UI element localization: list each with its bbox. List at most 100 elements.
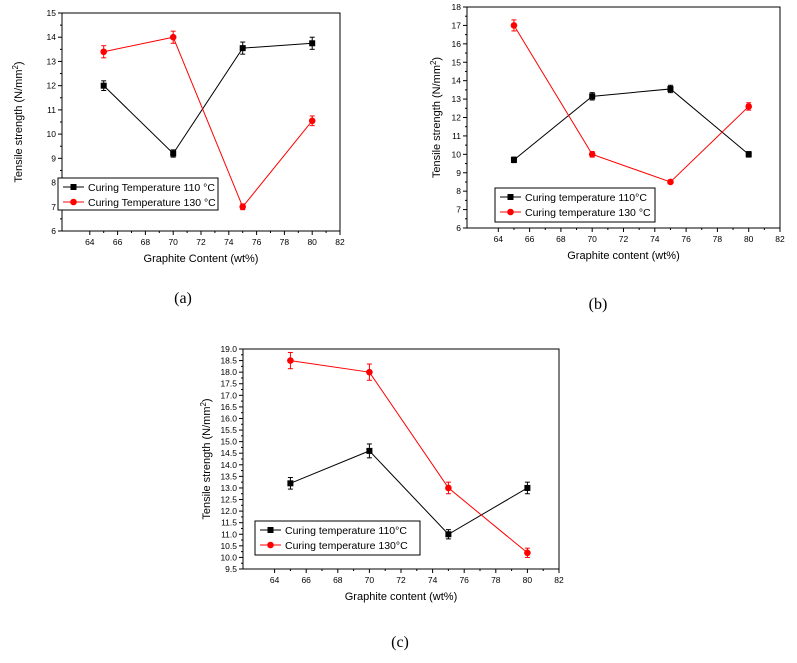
y-tick-label: 10 xyxy=(47,129,57,139)
data-point-square xyxy=(445,531,452,538)
data-point-circle xyxy=(667,178,674,186)
legend-marker-square xyxy=(267,527,274,533)
y-tick-label: 14 xyxy=(47,32,57,42)
y-axis-label-sup: 2 xyxy=(429,60,438,65)
data-point-circle xyxy=(239,203,246,211)
series-line-1 xyxy=(513,25,750,183)
data-point-circle xyxy=(588,151,596,158)
data-point-circle xyxy=(287,357,294,364)
y-tick-label: 14.5 xyxy=(220,448,237,458)
legend-label: Curing temperature 130 °C xyxy=(525,207,651,219)
data-point-circle xyxy=(510,22,518,29)
figure-caption: (a) xyxy=(174,290,192,307)
y-axis-label: Tensile strength (N/mm2) xyxy=(11,61,26,182)
y-tick-label: 13 xyxy=(47,56,57,66)
y-tick-label: 8 xyxy=(456,186,461,196)
x-tick-label: 82 xyxy=(554,575,564,585)
x-tick-label: 64 xyxy=(85,237,95,247)
y-tick-label: 17 xyxy=(452,20,462,30)
data-point-circle xyxy=(169,33,177,41)
y-tick-label: 11.5 xyxy=(221,518,237,528)
x-tick-label: 74 xyxy=(650,234,660,244)
y-tick-label: 13.5 xyxy=(220,471,237,481)
data-point-square xyxy=(287,480,294,487)
y-tick-label: 10.0 xyxy=(220,552,237,562)
figure-caption: (c) xyxy=(391,634,409,651)
x-tick-label: 68 xyxy=(333,575,343,585)
y-tick-label: 11 xyxy=(47,105,56,115)
y-tick-label: 13.0 xyxy=(220,483,237,493)
data-point-square xyxy=(100,82,107,89)
x-tick-label: 80 xyxy=(744,234,754,244)
legend-marker-circle xyxy=(70,198,77,206)
x-axis-label: Graphite Content (wt%) xyxy=(144,253,259,265)
x-tick-label: 74 xyxy=(224,237,234,247)
y-tick-label: 11.0 xyxy=(221,529,237,539)
series-line-1 xyxy=(290,360,528,554)
y-tick-label: 12 xyxy=(452,113,462,123)
x-tick-label: 66 xyxy=(525,234,535,244)
y-axis-label-end: ) xyxy=(201,398,213,402)
y-tick-label: 9.5 xyxy=(225,564,237,574)
legend-marker-circle xyxy=(267,541,274,549)
y-axis-label: Tensile strength (N/mm2) xyxy=(429,57,444,178)
legend-box xyxy=(254,520,421,556)
series-line-0 xyxy=(513,88,750,161)
legend-box xyxy=(57,177,219,211)
x-tick-label: 76 xyxy=(681,234,691,244)
y-tick-label: 16 xyxy=(452,39,462,49)
y-tick-label: 17.0 xyxy=(220,390,237,400)
data-point-circle xyxy=(524,549,531,557)
y-tick-label: 19.0 xyxy=(220,344,237,354)
legend-marker-square xyxy=(70,184,77,190)
series-line-0 xyxy=(290,450,528,535)
x-tick-label: 80 xyxy=(307,237,317,247)
data-point-square xyxy=(745,151,752,158)
x-tick-label: 78 xyxy=(280,237,290,247)
x-tick-label: 76 xyxy=(252,237,262,247)
data-point-circle xyxy=(308,117,316,125)
data-point-square xyxy=(589,93,596,100)
x-tick-label: 80 xyxy=(523,575,533,585)
legend-marker-square xyxy=(507,194,514,200)
x-tick-label: 82 xyxy=(335,237,345,247)
x-tick-label: 76 xyxy=(459,575,469,585)
y-tick-label: 6 xyxy=(51,226,56,236)
y-tick-label: 16.0 xyxy=(220,413,237,423)
y-tick-label: 13 xyxy=(452,94,462,104)
x-axis-label: Graphite content (wt%) xyxy=(567,250,680,262)
y-tick-label: 12 xyxy=(47,81,57,91)
y-tick-label: 10.5 xyxy=(220,541,237,551)
y-tick-label: 7 xyxy=(456,205,461,215)
y-tick-label: 18 xyxy=(452,2,462,12)
y-tick-label: 16.5 xyxy=(220,402,237,412)
y-tick-label: 6 xyxy=(456,223,461,233)
legend-marker-circle xyxy=(507,208,514,216)
y-tick-label: 15 xyxy=(47,8,57,18)
y-axis-label-main: Tensile strength (N/mm xyxy=(201,407,213,520)
y-tick-label: 11 xyxy=(452,131,461,141)
x-tick-label: 70 xyxy=(587,234,597,244)
x-tick-label: 72 xyxy=(196,237,206,247)
y-tick-label: 14 xyxy=(452,76,462,86)
data-point-square xyxy=(239,45,246,52)
y-tick-label: 15.0 xyxy=(220,437,237,447)
x-tick-label: 82 xyxy=(775,234,785,244)
legend-label: Curing temperature 130°C xyxy=(285,540,408,552)
data-point-square xyxy=(524,484,531,491)
y-tick-label: 9 xyxy=(456,168,461,178)
y-tick-label: 12.0 xyxy=(220,506,237,516)
y-tick-label: 15.5 xyxy=(220,425,237,435)
data-point-circle xyxy=(100,48,107,56)
x-tick-label: 64 xyxy=(270,575,280,585)
legend-label: Curing Temperature 110 °C xyxy=(88,182,215,194)
data-point-circle xyxy=(745,103,752,110)
y-axis-label-end: ) xyxy=(431,57,443,61)
chart-2: 64 66 68 70 72 74 76 78 80 82 9.5 10.010.5 11.011.5 1… xyxy=(199,344,564,651)
chart-0: 64 66 68 70 72 74 76 78 80 826789101112131415Grap… xyxy=(11,8,345,307)
x-tick-label: 72 xyxy=(619,234,629,244)
y-tick-label: 7 xyxy=(51,202,56,212)
series-line-1 xyxy=(103,36,313,208)
y-tick-label: 9 xyxy=(51,153,56,163)
data-point-circle xyxy=(366,368,373,376)
